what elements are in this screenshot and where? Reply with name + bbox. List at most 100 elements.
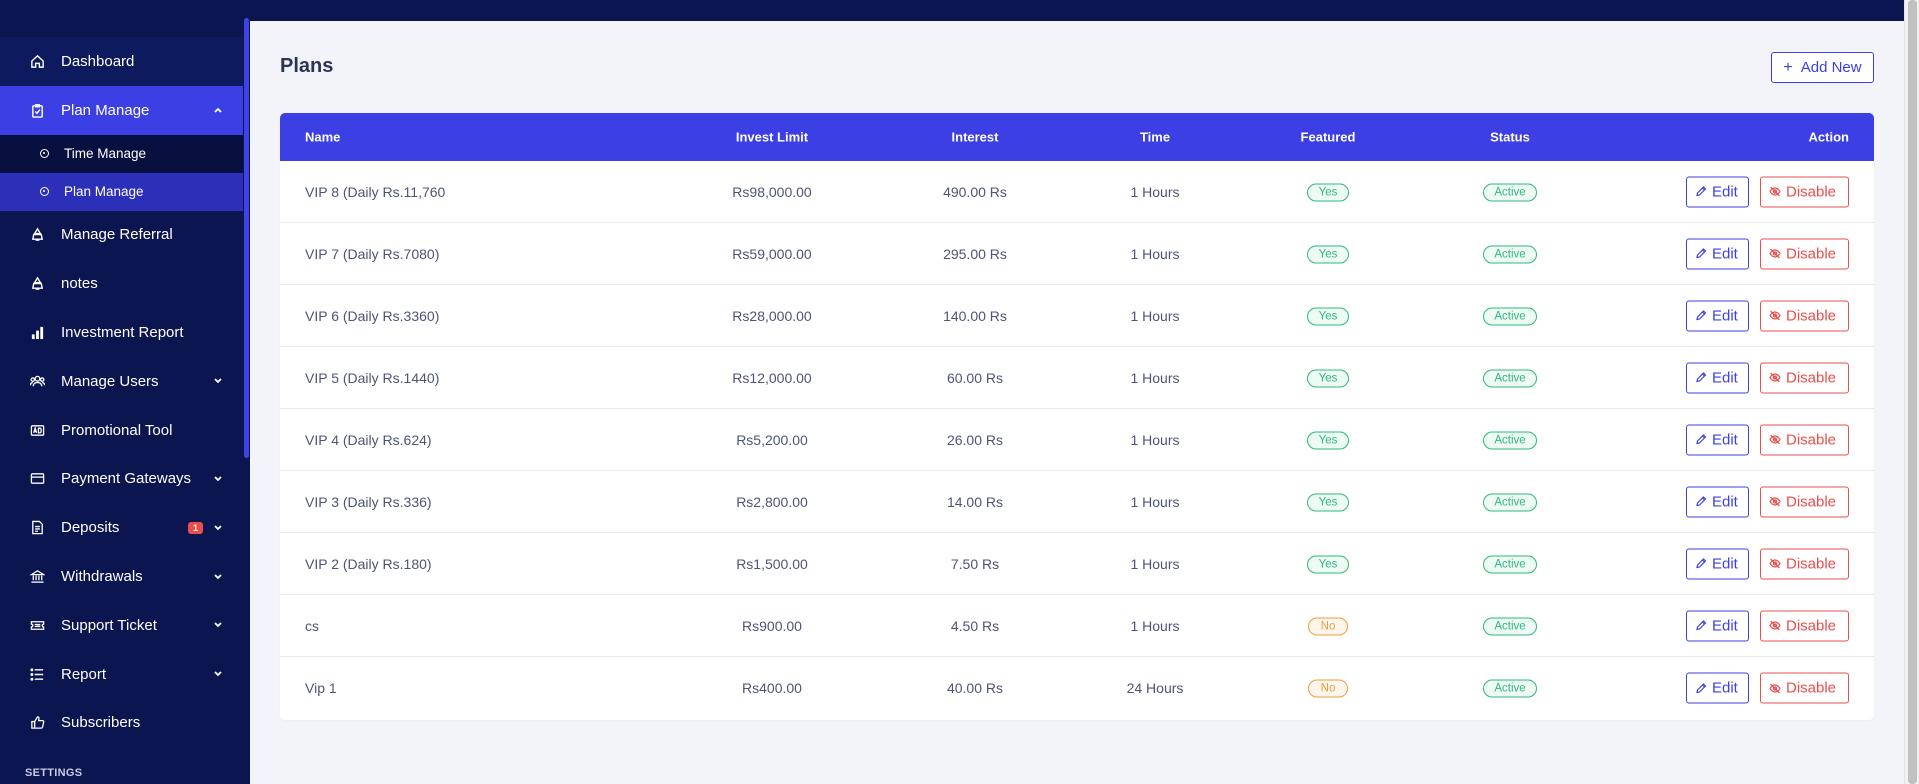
sidebar-item-report[interactable]: Report: [0, 650, 243, 699]
sidebar-item-promotional-tool[interactable]: Promotional Tool: [0, 406, 243, 455]
referral-icon: [28, 275, 46, 293]
plan-submenu: Time Manage Plan Manage: [0, 134, 243, 211]
row-actions: Edit Disable: [1686, 610, 1849, 641]
sidebar-item-subscribers[interactable]: Subscribers: [0, 699, 243, 748]
header-time: Time: [1139, 129, 1171, 145]
disable-button[interactable]: Disable: [1760, 610, 1849, 641]
row-actions: Edit Disable: [1686, 672, 1849, 704]
featured-cell: Yes: [1248, 554, 1408, 573]
disable-button[interactable]: Disable: [1760, 300, 1849, 331]
featured-badge: No: [1307, 679, 1349, 698]
disable-button[interactable]: Disable: [1760, 672, 1849, 704]
row-actions: Edit Disable: [1686, 362, 1849, 393]
sidebar-item-support-ticket[interactable]: Support Ticket: [0, 601, 243, 650]
interest: 7.50 Rs: [950, 555, 1000, 572]
featured-cell: No: [1248, 616, 1408, 635]
interest: 4.50 Rs: [950, 617, 1000, 634]
disable-button[interactable]: Disable: [1760, 176, 1849, 207]
sidebar-item-manage-referral[interactable]: Manage Referral: [0, 211, 243, 260]
sidebar-item-label: Subscribers: [61, 714, 141, 732]
disable-label: Disable: [1786, 431, 1837, 448]
submenu-item-time-manage[interactable]: Time Manage: [0, 135, 243, 173]
sidebar-item-deposits[interactable]: Deposits 1: [0, 503, 243, 552]
time: 24 Hours: [1126, 680, 1184, 696]
interest: 60.00 Rs: [946, 369, 1004, 386]
plan-name: VIP 5 (Daily Rs.1440): [305, 369, 440, 386]
plan-name: VIP 4 (Daily Rs.624): [305, 431, 432, 448]
plan-name: VIP 8 (Daily Rs.11,760: [305, 183, 446, 200]
sidebar-item-label: Support Ticket: [61, 616, 157, 634]
sidebar-item-label: Investment Report: [61, 324, 184, 342]
page-scrollbar[interactable]: [1904, 0, 1919, 784]
sidebar-item-withdrawals[interactable]: Withdrawals: [0, 552, 243, 601]
pencil-icon: [1696, 186, 1707, 197]
bank-icon: [28, 568, 46, 586]
time: 1 Hours: [1130, 493, 1180, 510]
eye-slash-icon: [1769, 683, 1781, 693]
eye-slash-icon: [1769, 186, 1781, 197]
featured-badge: Yes: [1306, 307, 1350, 325]
sidebar-item-notes[interactable]: notes: [0, 259, 243, 308]
plan-name: VIP 3 (Daily Rs.336): [305, 493, 432, 510]
disable-label: Disable: [1786, 555, 1837, 572]
circle-dot-icon: [40, 187, 49, 197]
edit-button[interactable]: Edit: [1686, 610, 1749, 641]
time: 1 Hours: [1130, 617, 1180, 634]
row-actions: Edit Disable: [1686, 300, 1849, 331]
edit-button[interactable]: Edit: [1686, 362, 1749, 393]
disable-button[interactable]: Disable: [1760, 486, 1849, 517]
header-featured: Featured: [1300, 129, 1356, 145]
sidebar-item-label: Dashboard: [61, 52, 135, 70]
status-cell: Active: [1430, 368, 1590, 387]
invest-limit: Rs98,000.00: [732, 183, 812, 200]
deposit-icon: [28, 519, 46, 537]
featured-cell: Yes: [1248, 244, 1408, 263]
add-new-button[interactable]: + Add New: [1771, 52, 1874, 83]
chevron-down-icon: [213, 523, 223, 533]
featured-cell: Yes: [1248, 492, 1408, 511]
sidebar-scrollbar[interactable]: [242, 0, 250, 784]
sidebar: Dashboard Plan Manage Time Manage Plan M…: [0, 0, 250, 784]
sidebar-item-investment-report[interactable]: Investment Report: [0, 308, 243, 357]
edit-button[interactable]: Edit: [1686, 424, 1749, 455]
chevron-down-icon: [213, 474, 223, 484]
disable-label: Disable: [1786, 679, 1837, 697]
status-badge: Active: [1483, 307, 1537, 325]
home-icon: [28, 52, 46, 70]
table-body: VIP 8 (Daily Rs.11,760 Rs98,000.00 490.0…: [280, 161, 1874, 719]
status-badge: Active: [1483, 679, 1537, 698]
edit-button[interactable]: Edit: [1686, 486, 1749, 517]
table-row: VIP 8 (Daily Rs.11,760 Rs98,000.00 490.0…: [280, 161, 1874, 223]
submenu-item-plan-manage[interactable]: Plan Manage: [0, 172, 243, 211]
sidebar-scroll-thumb[interactable]: [244, 18, 249, 458]
sidebar-item-payment-gateways[interactable]: Payment Gateways: [0, 455, 243, 504]
featured-badge: Yes: [1306, 369, 1350, 387]
status-cell: Active: [1430, 430, 1590, 449]
interest: 295.00 Rs: [943, 245, 1007, 262]
disable-button[interactable]: Disable: [1760, 548, 1849, 579]
disable-button[interactable]: Disable: [1760, 424, 1849, 455]
eye-slash-icon: [1769, 620, 1781, 631]
disable-button[interactable]: Disable: [1760, 238, 1849, 269]
edit-button[interactable]: Edit: [1686, 176, 1749, 207]
sidebar-item-plan-manage[interactable]: Plan Manage: [0, 85, 243, 135]
disable-button[interactable]: Disable: [1760, 362, 1849, 393]
page-scroll-thumb[interactable]: [1908, 0, 1917, 784]
ad-icon: [28, 421, 46, 439]
invest-limit: Rs400.00: [742, 680, 802, 696]
invest-limit: Rs1,500.00: [736, 555, 808, 572]
edit-label: Edit: [1712, 555, 1738, 572]
edit-button[interactable]: Edit: [1686, 672, 1749, 704]
sidebar-item-dashboard[interactable]: Dashboard: [0, 37, 243, 86]
add-new-label: Add New: [1800, 59, 1862, 76]
edit-button[interactable]: Edit: [1686, 548, 1749, 579]
status-cell: Active: [1430, 492, 1590, 511]
edit-label: Edit: [1712, 245, 1738, 262]
edit-button[interactable]: Edit: [1686, 300, 1749, 331]
sidebar-item-label: Manage Referral: [61, 226, 173, 244]
submenu-item-label: Time Manage: [64, 146, 147, 162]
sidebar-item-manage-users[interactable]: Manage Users: [0, 357, 243, 406]
edit-button[interactable]: Edit: [1686, 238, 1749, 269]
clipboard-icon: [28, 101, 46, 119]
disable-label: Disable: [1786, 183, 1837, 200]
